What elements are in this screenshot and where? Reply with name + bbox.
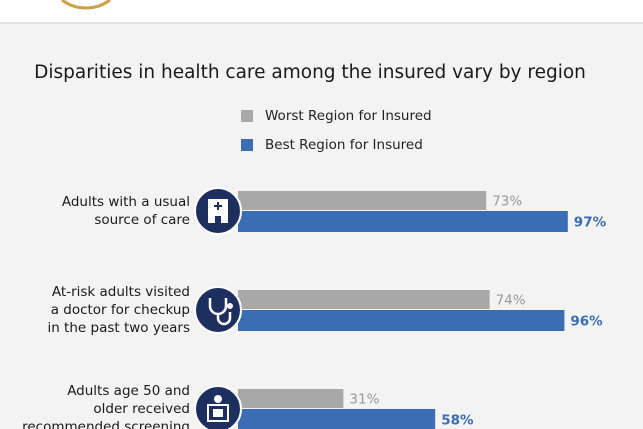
icon-detail	[207, 404, 229, 422]
legend-swatch	[241, 110, 253, 122]
bar	[238, 310, 565, 331]
icon-detail	[213, 409, 223, 417]
category-label: At-risk adults visited	[52, 284, 190, 300]
bar	[238, 211, 568, 232]
legend-label: Best Region for Insured	[265, 137, 423, 153]
legend-swatch	[241, 139, 253, 151]
icon	[194, 385, 242, 429]
chart-title: Disparities in health care among the ins…	[34, 62, 586, 83]
value-label: 31%	[349, 392, 379, 408]
icon-detail	[214, 202, 222, 210]
icon-detail	[214, 395, 222, 403]
bar	[238, 290, 490, 309]
legend-label: Worst Region for Insured	[265, 108, 432, 124]
value-label: 58%	[441, 413, 474, 429]
bar	[238, 409, 436, 429]
icon-detail	[227, 303, 233, 309]
icon-detail	[208, 199, 228, 223]
icon-detail	[208, 298, 232, 326]
value-label: 97%	[574, 215, 607, 231]
icon	[194, 286, 242, 334]
category-label: a doctor for checkup	[51, 302, 190, 318]
bar	[238, 389, 344, 408]
header-band	[0, 0, 643, 22]
category-label: in the past two years	[47, 320, 190, 336]
value-label: 74%	[496, 293, 526, 309]
category-label: source of care	[94, 212, 190, 228]
category-label: older received	[93, 401, 190, 417]
icon-detail	[215, 216, 221, 223]
category-label: recommended screening	[22, 419, 190, 429]
logo	[61, 0, 111, 10]
value-label: 96%	[570, 314, 603, 330]
bar	[238, 191, 487, 210]
category-label: Adults age 50 and	[67, 383, 190, 399]
header-shadow	[0, 22, 643, 24]
value-label: 73%	[492, 194, 522, 210]
category-label: Adults with a usual	[62, 194, 190, 210]
